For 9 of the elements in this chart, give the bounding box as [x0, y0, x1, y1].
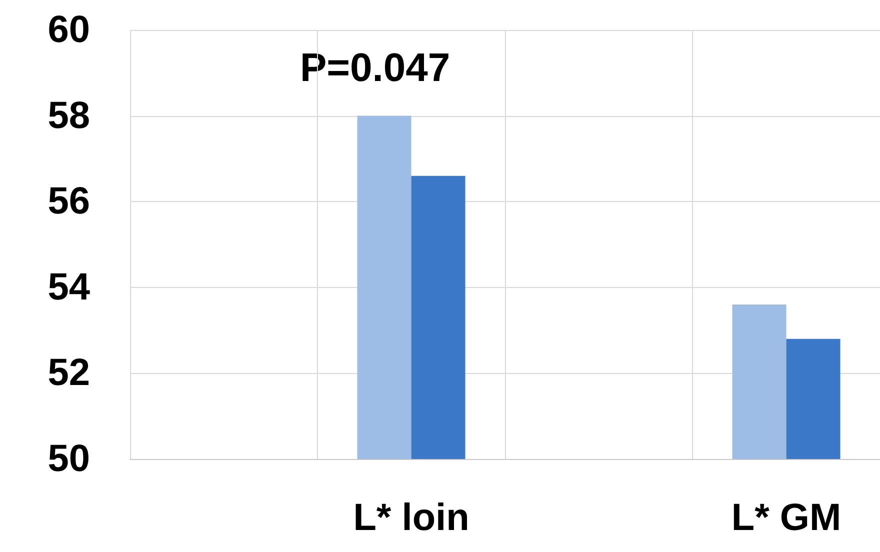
y-tick-label: 54 — [48, 266, 90, 308]
x-tick-label: L* GM — [731, 497, 842, 539]
y-tick-label: 60 — [48, 9, 90, 51]
annotation: P=0.047 — [300, 46, 450, 90]
y-tick-label: 52 — [48, 352, 90, 394]
x-tick-label: L* loin — [353, 497, 470, 539]
y-tick-label: 50 — [48, 438, 90, 480]
y-tick-label: 58 — [48, 94, 90, 137]
y-tick-label: 56 — [48, 180, 90, 223]
